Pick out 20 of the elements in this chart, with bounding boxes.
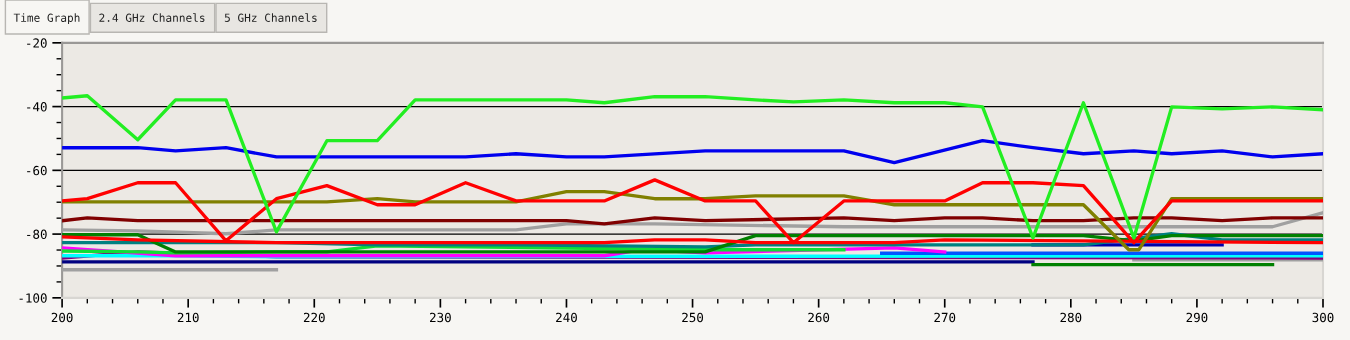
text: 2.4 GHz Channels [99,13,205,22]
x-tick-label: 300 [1312,312,1334,323]
x-tick-label: 290 [1186,312,1208,323]
text: Time Graph [13,13,80,25]
x-tick-label: 230 [430,312,451,323]
x-tick-label: 270 [934,312,956,323]
y-tick-label: -40 [27,102,47,112]
x-tick-label: 200 [51,312,73,323]
text: 5 GHz Channels [224,13,317,22]
y-tick-label: -100 [19,293,47,303]
y-tick-label: -60 [27,165,47,176]
x-tick-label: 260 [808,312,830,323]
y-tick-label: -80 [27,229,47,240]
x-tick-label: 220 [303,312,325,323]
x-tick-label: 280 [1060,312,1082,323]
x-tick-label: 250 [682,312,704,323]
y-tick-label: -20 [27,38,47,48]
x-tick-label: 210 [177,312,199,323]
line-series [62,139,1323,165]
x-tick-label: 240 [556,312,577,323]
